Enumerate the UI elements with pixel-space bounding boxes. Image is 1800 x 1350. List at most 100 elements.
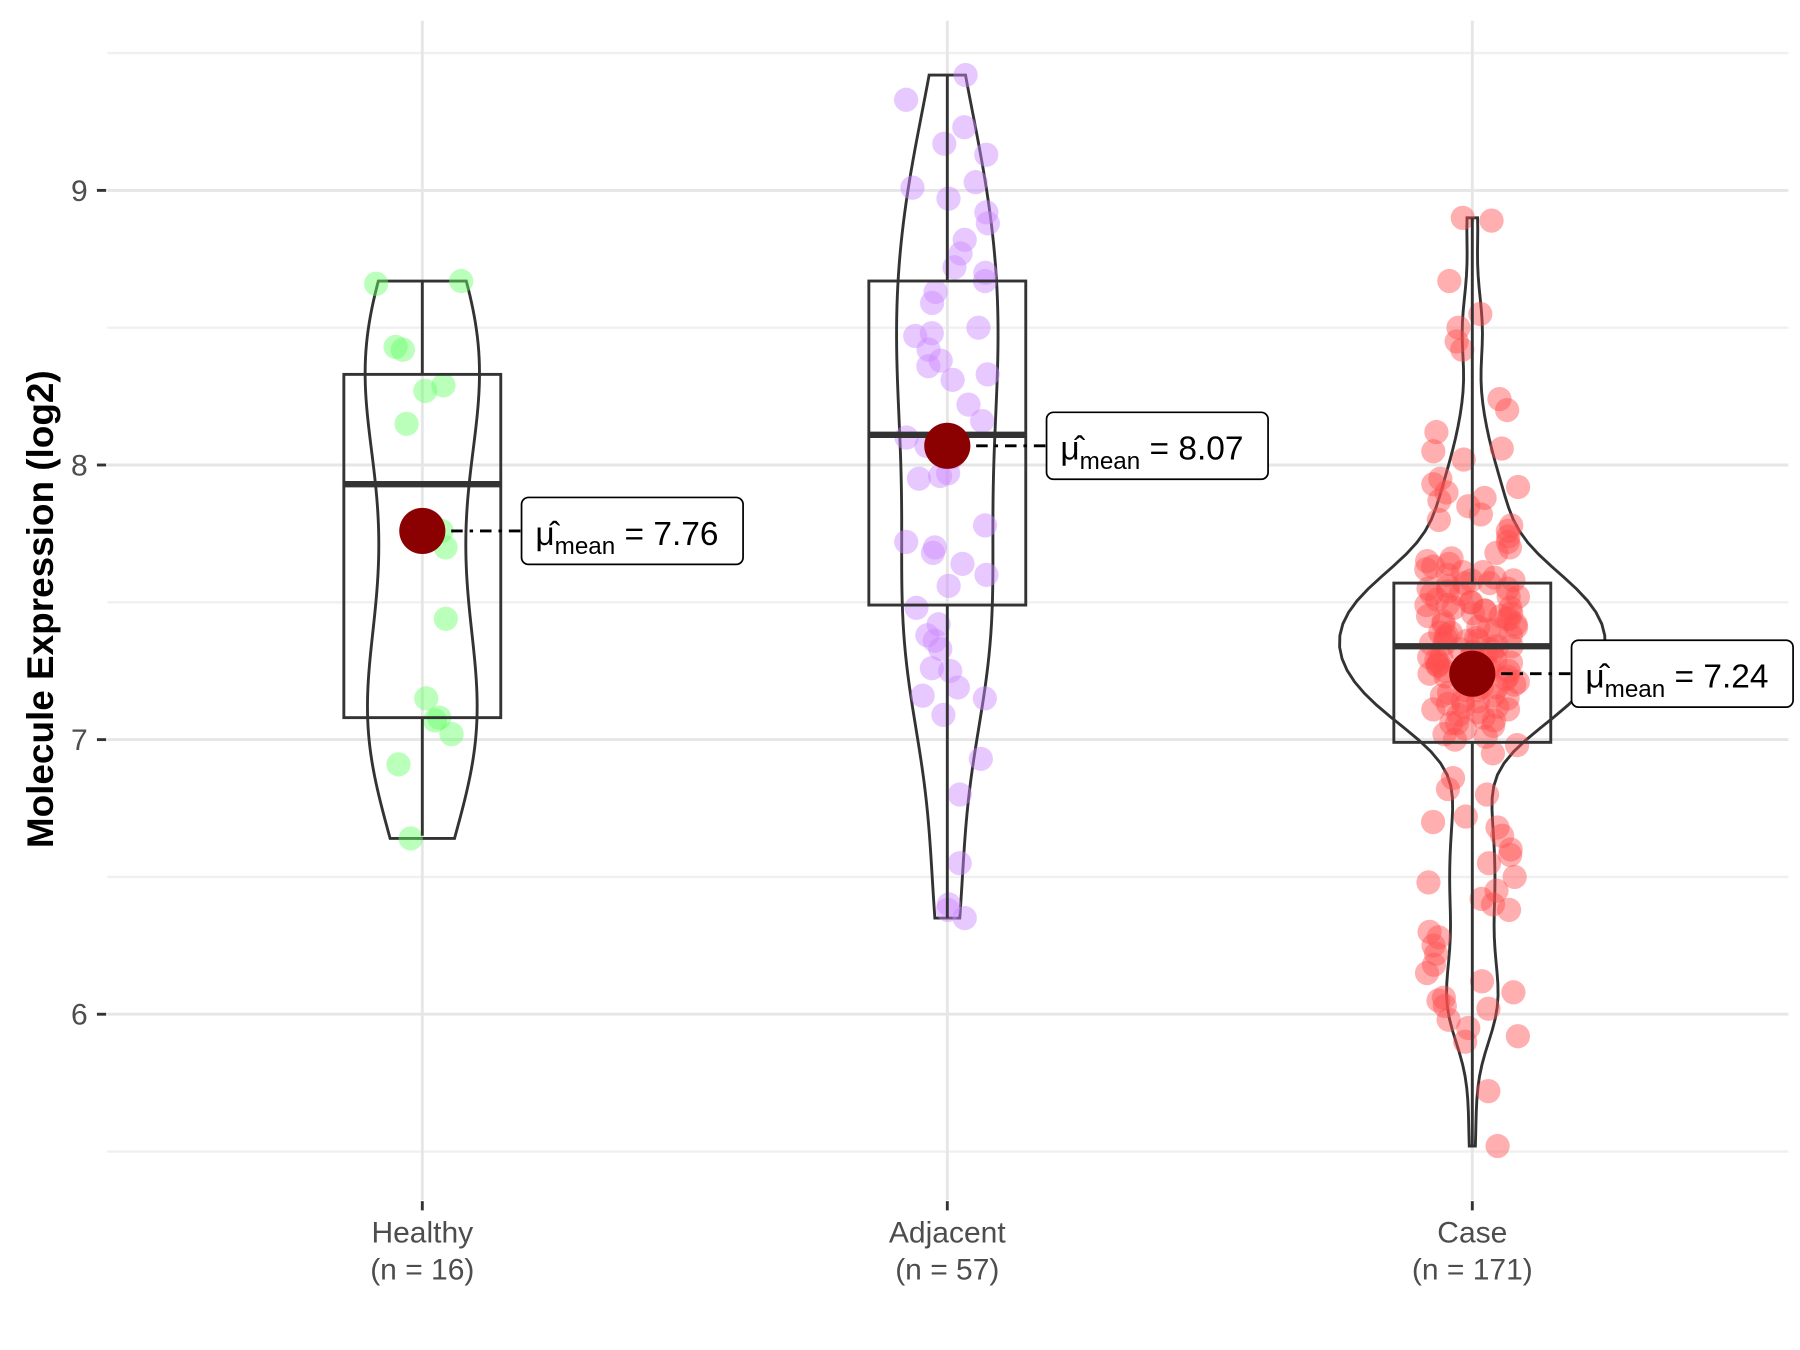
data-point bbox=[1484, 878, 1509, 903]
data-point bbox=[1498, 650, 1524, 675]
data-point bbox=[1481, 708, 1507, 733]
data-point bbox=[1472, 598, 1498, 623]
data-point bbox=[1421, 952, 1447, 977]
data-point bbox=[1415, 549, 1440, 574]
boxplots bbox=[342, 75, 1553, 1147]
data-point bbox=[1435, 691, 1460, 717]
data-point bbox=[900, 175, 925, 200]
data-point bbox=[1431, 609, 1456, 634]
data-point bbox=[1505, 474, 1531, 500]
data-point bbox=[1497, 535, 1523, 560]
data-point bbox=[1424, 941, 1449, 966]
data-point bbox=[1448, 581, 1473, 607]
data-point bbox=[1446, 315, 1471, 340]
data-point bbox=[1431, 612, 1456, 637]
data-point bbox=[1495, 518, 1520, 544]
data-point bbox=[1496, 524, 1521, 549]
data-point bbox=[1456, 1015, 1481, 1041]
data-point bbox=[1485, 694, 1510, 719]
data-point bbox=[1435, 579, 1460, 604]
data-point bbox=[919, 656, 944, 681]
x-tick-label: Adjacent bbox=[889, 1217, 1006, 1250]
data-point bbox=[1470, 559, 1496, 585]
data-point bbox=[920, 540, 946, 565]
data-point bbox=[974, 200, 999, 225]
data-point bbox=[975, 362, 1000, 387]
data-point bbox=[903, 323, 928, 349]
data-point bbox=[1472, 598, 1497, 623]
data-point bbox=[431, 373, 456, 398]
data-point bbox=[932, 131, 957, 156]
data-point bbox=[952, 115, 977, 140]
data-point bbox=[1453, 804, 1478, 829]
data-point bbox=[1497, 606, 1522, 631]
data-point bbox=[952, 906, 977, 931]
data-point bbox=[1473, 724, 1498, 749]
data-point bbox=[1468, 502, 1493, 527]
mean-point bbox=[399, 507, 446, 554]
data-point bbox=[931, 702, 956, 728]
data-point bbox=[916, 337, 941, 362]
data-point bbox=[1426, 653, 1451, 678]
data-point bbox=[940, 367, 965, 392]
data-point bbox=[974, 562, 999, 587]
data-point bbox=[1431, 985, 1456, 1010]
data-point bbox=[906, 466, 932, 491]
data-point bbox=[398, 826, 423, 851]
data-point bbox=[894, 87, 919, 112]
data-point bbox=[1498, 623, 1524, 648]
data-point bbox=[916, 354, 941, 379]
data-point bbox=[1421, 472, 1446, 497]
data-point bbox=[963, 170, 988, 195]
data-point bbox=[422, 708, 447, 733]
data-point bbox=[1425, 653, 1450, 678]
data-point bbox=[1421, 697, 1446, 722]
data-point bbox=[1480, 713, 1506, 738]
data-point bbox=[948, 241, 973, 266]
data-point bbox=[1419, 581, 1444, 607]
x-tick-n-label: (n = 16) bbox=[370, 1254, 474, 1287]
data-point bbox=[1456, 494, 1481, 519]
data-point bbox=[1435, 776, 1461, 802]
data-point bbox=[1496, 897, 1522, 922]
data-point bbox=[1459, 590, 1484, 615]
data-point bbox=[1488, 603, 1513, 629]
data-point bbox=[1414, 592, 1439, 618]
data-point bbox=[1451, 694, 1476, 719]
data-point bbox=[926, 612, 951, 637]
data-point bbox=[1432, 993, 1457, 1019]
data-point bbox=[1495, 529, 1520, 555]
data-point bbox=[1429, 645, 1454, 670]
data-point bbox=[970, 408, 995, 434]
data-point bbox=[1414, 960, 1440, 986]
data-point bbox=[394, 411, 419, 436]
data-point bbox=[1428, 620, 1453, 645]
data-point bbox=[1435, 592, 1460, 618]
data-point bbox=[1476, 996, 1501, 1021]
data-point bbox=[938, 658, 963, 684]
x-tick-label: Healthy bbox=[371, 1217, 473, 1250]
mean-label-box bbox=[1045, 411, 1269, 481]
data-point bbox=[919, 290, 945, 316]
data-point bbox=[1494, 606, 1519, 631]
data-point bbox=[1484, 540, 1509, 565]
data-point bbox=[1501, 568, 1526, 593]
data-point bbox=[915, 623, 940, 648]
data-point bbox=[1416, 870, 1441, 895]
data-point bbox=[1501, 980, 1526, 1005]
data-point bbox=[953, 62, 978, 88]
data-point bbox=[952, 227, 977, 252]
data-point bbox=[1502, 864, 1527, 890]
data-point bbox=[1414, 557, 1439, 582]
data-point bbox=[1439, 711, 1464, 736]
data-point bbox=[1505, 1024, 1531, 1049]
data-point bbox=[1476, 617, 1501, 642]
data-point bbox=[1460, 601, 1486, 626]
data-point bbox=[1440, 765, 1466, 791]
data-point bbox=[1498, 837, 1523, 862]
data-point bbox=[439, 722, 464, 747]
data-point bbox=[1420, 809, 1446, 835]
data-point bbox=[1434, 623, 1459, 648]
